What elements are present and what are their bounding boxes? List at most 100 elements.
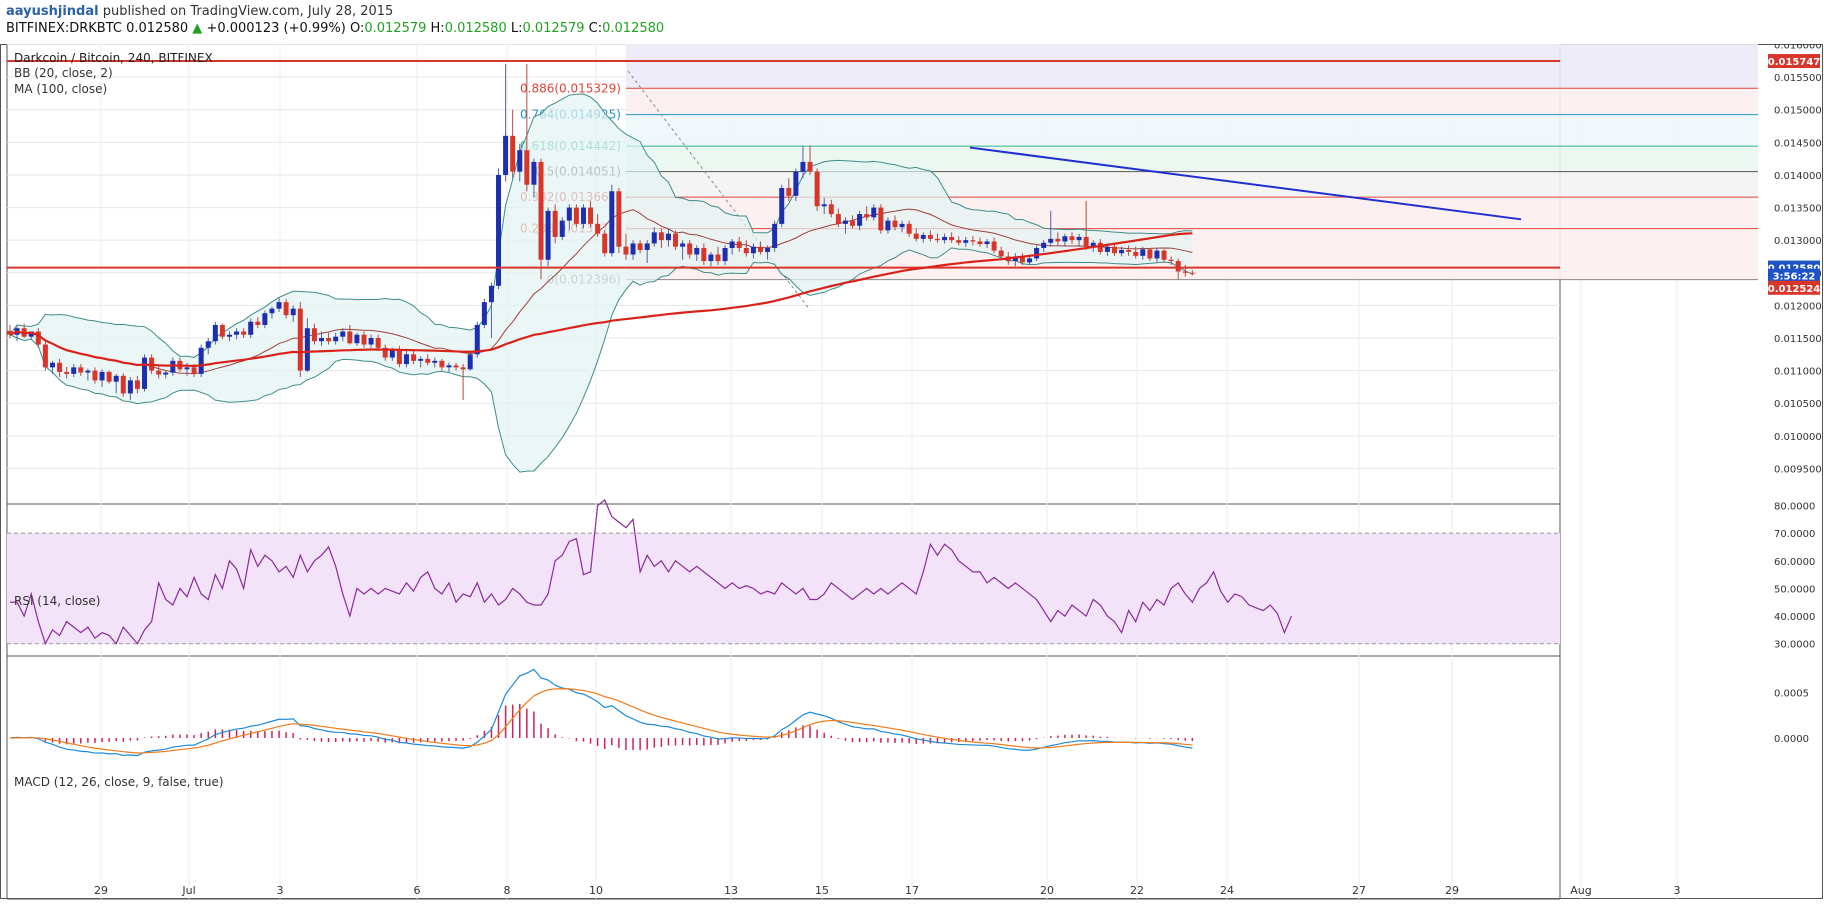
price-tick-label: 0.013000 xyxy=(1774,236,1822,247)
candle-body xyxy=(899,223,905,228)
candle-body xyxy=(120,375,126,394)
price-tag-text: 0.015747 xyxy=(1768,57,1821,68)
candle-body xyxy=(1140,249,1146,256)
candle-body xyxy=(269,308,275,314)
candle-body xyxy=(772,223,778,248)
candle-body xyxy=(1147,249,1153,259)
candle-body xyxy=(106,371,112,382)
candle-body xyxy=(779,188,785,224)
candle-body xyxy=(786,188,792,196)
candle-body xyxy=(92,370,98,381)
candle-body xyxy=(524,150,530,185)
candle-body xyxy=(1161,250,1167,260)
candle-body xyxy=(276,302,282,309)
candle-body xyxy=(722,248,728,262)
fib-zone xyxy=(626,146,1758,172)
rsi-tick-label: 50.0000 xyxy=(1774,584,1815,595)
time-tick-label: Jul xyxy=(181,884,195,897)
candle-body xyxy=(963,240,969,243)
price-tick-label: 0.015500 xyxy=(1774,73,1822,84)
candle-body xyxy=(432,360,438,363)
price-tick-label: 0.013500 xyxy=(1774,204,1822,215)
candle-body xyxy=(828,204,834,215)
candle-body xyxy=(460,367,466,370)
candle-body xyxy=(1119,249,1125,254)
macd-tick-label: 0.0005 xyxy=(1774,688,1809,699)
candle-body xyxy=(743,248,749,254)
macd-tick-label: 0.0000 xyxy=(1774,734,1809,745)
candle-body xyxy=(1062,236,1068,242)
bb-indicator-label[interactable]: BB (20, close, 2) xyxy=(14,66,113,80)
price-tag-text: 3:56:22 xyxy=(1773,272,1816,283)
candle-body xyxy=(446,365,452,368)
time-tick-label: 15 xyxy=(815,884,829,897)
rsi-tick-label: 30.0000 xyxy=(1774,640,1815,651)
publisher-username[interactable]: aayushjindal xyxy=(6,4,99,19)
candle-body xyxy=(609,191,615,254)
candle-body xyxy=(835,214,841,224)
candle-body xyxy=(163,372,169,375)
time-tick-label: 13 xyxy=(724,884,738,897)
candle-body xyxy=(425,358,431,363)
candle-body xyxy=(984,241,990,245)
quote-line: BITFINEX:DRKBTC 0.012580 ▲ +0.000123 (+0… xyxy=(6,21,664,36)
candle-body xyxy=(517,150,523,172)
candle-body xyxy=(871,207,877,218)
candle-body xyxy=(559,220,565,237)
ma-indicator-label[interactable]: MA (100, close) xyxy=(14,82,107,96)
candle-body xyxy=(991,241,997,251)
candle-body xyxy=(64,371,70,374)
price-tick-label: 0.010500 xyxy=(1774,399,1822,410)
candle-body xyxy=(885,220,891,231)
price-tick-label: 0.010000 xyxy=(1774,432,1822,443)
candle-body xyxy=(892,220,898,228)
candle-body xyxy=(205,341,211,348)
last-price: 0.012580 xyxy=(126,21,189,36)
price-change: +0.000123 (+0.99%) xyxy=(206,21,346,36)
candle-body xyxy=(1083,236,1089,247)
time-tick-label: 6 xyxy=(414,884,421,897)
candle-body xyxy=(340,331,346,337)
candle-body xyxy=(765,248,771,252)
candle-body xyxy=(708,254,714,262)
candle-body xyxy=(326,338,332,342)
low-value: 0.012579 xyxy=(522,21,585,36)
candle-body xyxy=(219,324,225,337)
price-tick-label: 0.009500 xyxy=(1774,464,1822,475)
candle-body xyxy=(729,241,735,248)
candle-body xyxy=(864,214,870,218)
candle-body xyxy=(375,338,381,348)
price-chart[interactable]: 0.886(0.015329)0.764(0.014925)0.618(0.01… xyxy=(0,44,1824,908)
price-axis-tag: 0.012524 xyxy=(1768,280,1820,295)
candle-body xyxy=(630,243,636,255)
macd-indicator-label[interactable]: MACD (12, 26, close, 9, false, true) xyxy=(14,775,224,789)
candle-body xyxy=(290,308,296,316)
candle-body xyxy=(248,321,254,335)
candle-body xyxy=(1090,242,1096,247)
candle-body xyxy=(906,223,912,234)
candle-body xyxy=(496,174,502,286)
candle-body xyxy=(1041,242,1047,248)
rsi-indicator-label[interactable]: RSI (14, close) xyxy=(14,594,100,608)
time-tick-label: 20 xyxy=(1040,884,1054,897)
candle-body xyxy=(1076,236,1082,241)
candle-body xyxy=(488,285,494,303)
candle-body xyxy=(1126,249,1132,252)
candle-body xyxy=(807,161,813,172)
candle-body xyxy=(418,358,424,361)
candle-body xyxy=(1069,236,1075,241)
candle-body xyxy=(616,191,622,247)
time-tick-label: 10 xyxy=(589,884,603,897)
candle-body xyxy=(651,232,657,244)
open-label: O: xyxy=(349,21,365,36)
time-tick-label: 29 xyxy=(1445,884,1459,897)
bollinger-band-fill xyxy=(10,93,1193,473)
candle-body xyxy=(1154,250,1160,259)
candle-body xyxy=(673,233,679,247)
candle-body xyxy=(347,331,353,344)
time-tick-label: 24 xyxy=(1220,884,1234,897)
rsi-tick-label: 60.0000 xyxy=(1774,557,1815,568)
price-tick-label: 0.014500 xyxy=(1774,138,1822,149)
candle-body xyxy=(382,347,388,358)
candle-body xyxy=(403,354,409,365)
